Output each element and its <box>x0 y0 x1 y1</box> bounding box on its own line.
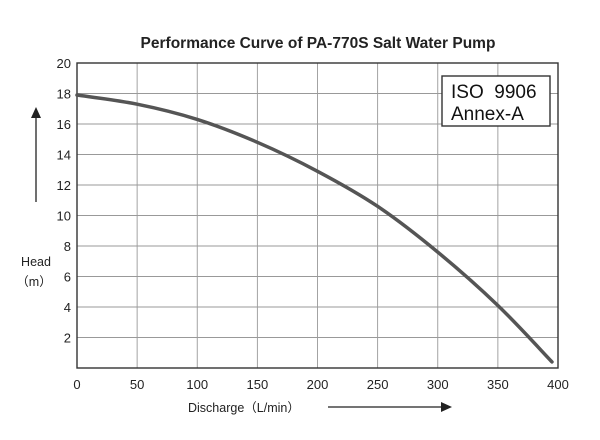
x-axis-ticks: 0 50 100 150 200 250 300 350 400 <box>73 377 568 392</box>
x-axis-label: Discharge（L/min） <box>188 401 300 415</box>
plot-frame <box>76 62 559 369</box>
y-tick-label: 10 <box>57 209 71 224</box>
y-tick-label: 16 <box>57 117 71 132</box>
x-tick-label: 200 <box>307 377 329 392</box>
y-tick-label: 2 <box>64 331 71 346</box>
y-tick-label: 14 <box>57 148 71 163</box>
iso-standard-label: ISO 9906 <box>451 82 537 103</box>
y-tick-label: 20 <box>57 56 71 71</box>
head-discharge-curve <box>75 93 554 364</box>
y-tick-label: 12 <box>57 178 71 193</box>
x-axis-arrow-head <box>441 402 452 412</box>
y-axis-title: Head （m） <box>16 107 52 289</box>
x-tick-label: 150 <box>247 377 269 392</box>
x-tick-label: 0 <box>73 377 80 392</box>
y-axis-arrow-head <box>31 107 41 118</box>
grid-lines <box>77 63 558 368</box>
y-tick-label: 4 <box>64 300 71 315</box>
y-axis-label: Head <box>21 255 51 269</box>
y-axis-unit: （m） <box>16 275 51 289</box>
x-tick-label: 350 <box>487 377 509 392</box>
y-tick-label: 6 <box>64 270 71 285</box>
iso-annex-label: Annex-A <box>451 104 524 125</box>
x-tick-label: 100 <box>186 377 208 392</box>
y-tick-label: 8 <box>64 239 71 254</box>
x-tick-label: 250 <box>367 377 389 392</box>
iso-annotation-box: ISO 9906 Annex-A <box>441 75 551 127</box>
y-axis-ticks: 2 4 6 8 10 12 14 16 18 20 <box>57 56 71 346</box>
y-tick-label: 18 <box>57 87 71 102</box>
x-axis-title: Discharge（L/min） <box>188 401 452 415</box>
x-tick-label: 50 <box>130 377 144 392</box>
x-tick-label: 300 <box>427 377 449 392</box>
iso-annotation-frame <box>441 75 551 127</box>
chart-title: Performance Curve of PA-770S Salt Water … <box>141 35 496 52</box>
x-tick-label: 400 <box>547 377 569 392</box>
